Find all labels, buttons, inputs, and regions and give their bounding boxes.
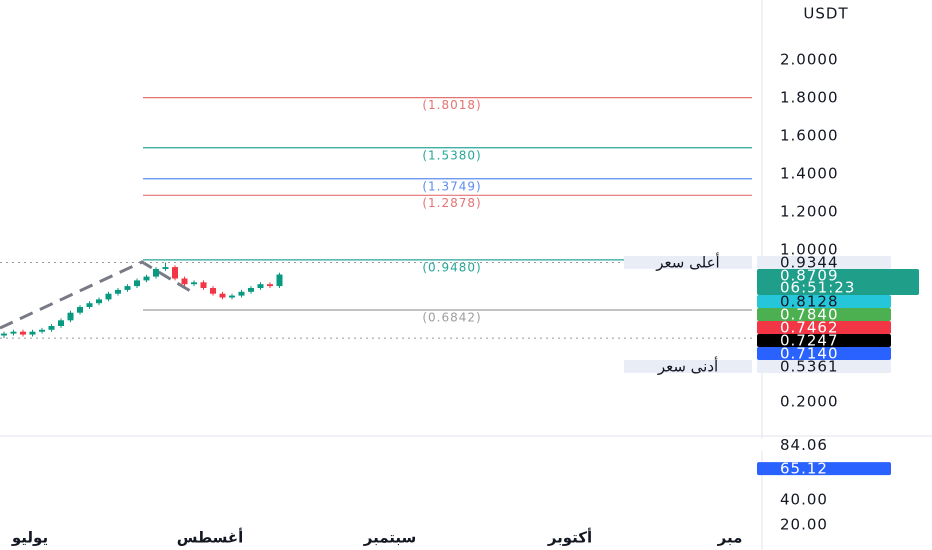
candle-body — [181, 278, 188, 285]
price-badge-label: 0.9344 — [780, 253, 839, 271]
candle-body — [219, 293, 226, 298]
fib-level-label: (1.3749) — [422, 179, 481, 193]
candle-body — [267, 284, 273, 287]
candle-body — [153, 269, 159, 277]
candle-body — [210, 288, 216, 294]
fib-level-label: (1.2878) — [422, 196, 481, 210]
candle-body — [191, 282, 197, 285]
price-badge-label: 0.7462 — [780, 318, 839, 336]
candle-body — [115, 289, 121, 294]
price-tag-box — [624, 255, 752, 269]
price-badge — [757, 438, 891, 452]
candle-body — [77, 307, 83, 313]
fib-level-label: (1.5380) — [422, 148, 481, 162]
price-badge — [757, 333, 891, 347]
candle-body — [134, 280, 140, 287]
plot: 2.0000 1.8000 1.6000 1.4000 1.2000 1.0000 0.20… — [0, 51, 919, 547]
candle-body — [10, 331, 17, 334]
price-badge — [757, 268, 919, 295]
x-tick-label: يوليو — [11, 529, 48, 547]
y-tick-label: 1.2000 — [780, 203, 839, 221]
y-tick-label: 1.8000 — [780, 89, 839, 107]
price-badge — [757, 462, 891, 476]
x-tick-label: أكتوبر — [547, 528, 592, 547]
price-badge-label: 0.7140 — [780, 344, 839, 362]
candle-body — [257, 284, 264, 288]
countdown: 06:51:23 — [780, 278, 855, 296]
y-tick-label: 40.00 — [780, 491, 828, 509]
y-tick-label: 1.6000 — [780, 127, 839, 145]
candle-body — [1, 333, 7, 336]
candle-body — [48, 326, 55, 330]
fib-level-label: (0.6842) — [422, 311, 481, 325]
candle-body — [29, 331, 36, 335]
price-badge — [757, 359, 891, 373]
x-tick-label: أغسطس — [177, 528, 243, 547]
fib-level-label: (1.8018) — [422, 98, 481, 112]
candle-body — [276, 274, 283, 287]
candle-body — [162, 267, 169, 269]
candle-body — [143, 276, 150, 281]
y-tick-label: 1.4000 — [780, 165, 839, 183]
price-tag: أدنى سعر — [657, 356, 718, 375]
candle-body — [229, 295, 235, 298]
axis-unit: USDT — [803, 5, 848, 23]
price-badge-label: 0.5361 — [780, 357, 839, 375]
price-badge-label: 0.7840 — [780, 305, 839, 323]
y-tick-label: 0.2000 — [780, 393, 839, 411]
price-badge — [757, 346, 891, 360]
price-tag-box — [624, 359, 752, 373]
price-tag: أعلى سعر — [655, 252, 719, 271]
candle-body — [20, 331, 26, 335]
candle-body — [124, 286, 131, 290]
candle-body — [105, 293, 112, 300]
fib-level-label: (0.9480) — [422, 260, 481, 274]
candle-body — [96, 299, 102, 304]
y-tick-label: 2.0000 — [780, 51, 839, 69]
price-badge — [757, 320, 891, 334]
price-badge-label: 65.12 — [780, 460, 828, 478]
candle-body — [248, 288, 254, 292]
candle-body — [39, 329, 45, 332]
y-tick-label: 1.0000 — [780, 241, 839, 259]
price-badge-label: 0.8709 — [780, 266, 839, 284]
price-badge-label: 0.7247 — [780, 331, 839, 349]
candle-body — [58, 320, 64, 326]
price-badge — [757, 255, 891, 269]
candle-body — [238, 291, 245, 296]
price-badge — [757, 294, 891, 308]
candle-body — [67, 312, 74, 321]
price-badge-label: 0.8128 — [780, 292, 839, 310]
price-badge-label: 84.06 — [780, 436, 828, 454]
candle-body — [86, 303, 93, 307]
candle-body — [200, 282, 207, 288]
candle-body — [172, 267, 178, 279]
x-tick-label: مبر — [717, 529, 743, 547]
y-tick-label: 20.00 — [780, 516, 828, 534]
x-tick-label: سبتمبر — [363, 529, 417, 547]
price-badge — [757, 307, 891, 321]
trend-line — [0, 260, 193, 330]
